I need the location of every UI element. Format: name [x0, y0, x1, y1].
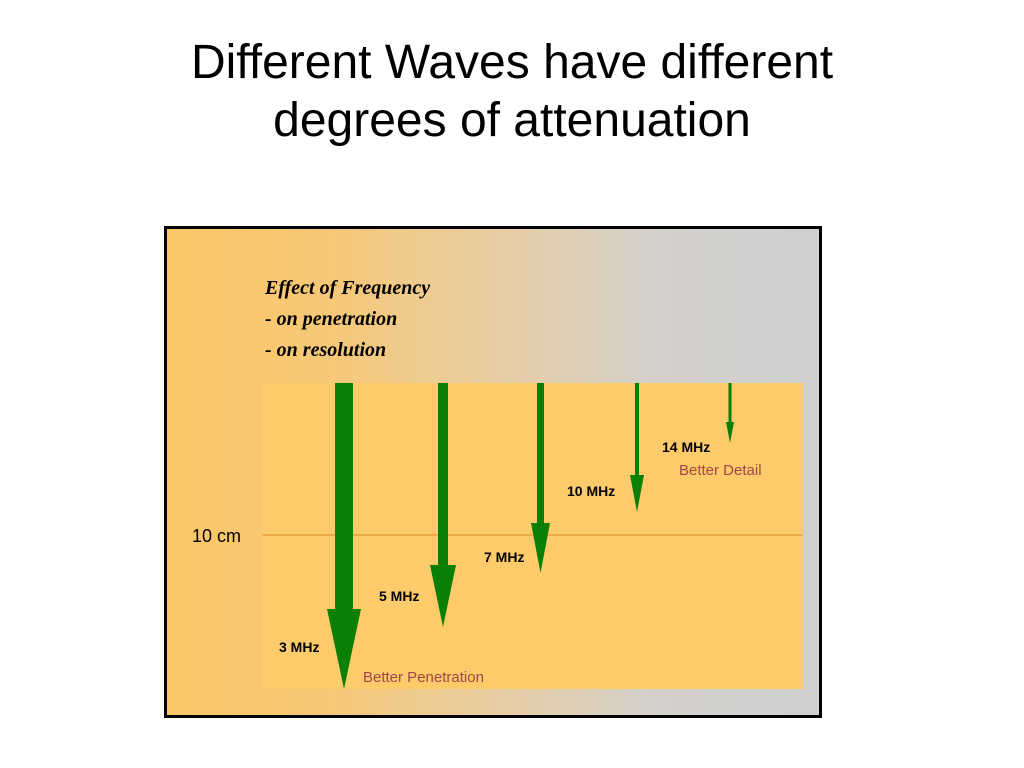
- arrow-label-3mhz: 3 MHz: [279, 639, 319, 655]
- arrow-5mhz: [430, 383, 456, 627]
- arrow-10mhz: [630, 383, 644, 512]
- caption-line-2: - on penetration: [265, 308, 398, 330]
- caption-line-1: Effect of Frequency: [265, 277, 431, 299]
- slide-title: Different Waves have different degrees o…: [0, 34, 1024, 150]
- depth-label: 10 cm: [192, 526, 241, 546]
- better-detail-note: Better Detail: [679, 462, 762, 479]
- frequency-arrows-diagram: 10 cm 3 MHz 5 MHz 7 MHz 10 MHz 14 MHz Be…: [192, 383, 803, 689]
- arrow-label-10mhz: 10 MHz: [567, 483, 615, 499]
- slide-title-line-2: degrees of attenuation: [273, 94, 751, 147]
- arrow-7mhz: [531, 383, 550, 573]
- better-penetration-note: Better Penetration: [363, 669, 484, 686]
- figure-caption: Effect of Frequency - on penetration - o…: [265, 273, 430, 366]
- arrow-label-5mhz: 5 MHz: [379, 588, 419, 604]
- arrow-3mhz: [327, 383, 361, 689]
- arrow-label-14mhz: 14 MHz: [662, 439, 710, 455]
- arrow-label-7mhz: 7 MHz: [484, 549, 524, 565]
- caption-line-3: - on resolution: [265, 339, 387, 361]
- arrow-14mhz: [726, 383, 734, 443]
- slide-title-line-1: Different Waves have different: [190, 36, 834, 89]
- frequency-penetration-figure: Effect of Frequency - on penetration - o…: [164, 226, 822, 718]
